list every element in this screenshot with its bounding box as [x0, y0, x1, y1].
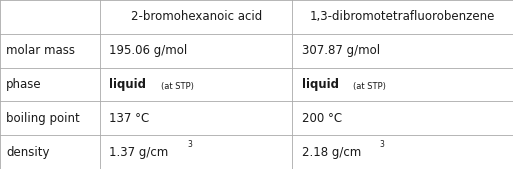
- Text: 3: 3: [187, 140, 192, 149]
- Text: 2-bromohexanoic acid: 2-bromohexanoic acid: [131, 10, 262, 23]
- Text: (at STP): (at STP): [353, 82, 386, 91]
- Text: boiling point: boiling point: [6, 112, 80, 125]
- Text: 137 °C: 137 °C: [109, 112, 149, 125]
- Text: 200 °C: 200 °C: [302, 112, 342, 125]
- Text: 3: 3: [380, 140, 385, 149]
- Text: liquid: liquid: [109, 78, 146, 91]
- Text: 307.87 g/mol: 307.87 g/mol: [302, 44, 380, 57]
- Text: (at STP): (at STP): [161, 82, 194, 91]
- Text: liquid: liquid: [302, 78, 339, 91]
- Text: molar mass: molar mass: [6, 44, 75, 57]
- Text: 1,3-dibromotetrafluorobenzene: 1,3-dibromotetrafluorobenzene: [310, 10, 496, 23]
- Text: density: density: [6, 146, 50, 159]
- Text: 2.18 g/cm: 2.18 g/cm: [302, 146, 361, 159]
- Text: phase: phase: [6, 78, 42, 91]
- Text: 1.37 g/cm: 1.37 g/cm: [109, 146, 168, 159]
- Text: 195.06 g/mol: 195.06 g/mol: [109, 44, 188, 57]
